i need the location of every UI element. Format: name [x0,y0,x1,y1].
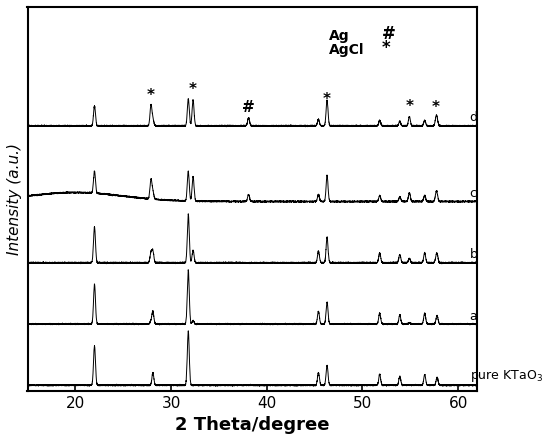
Text: *: * [147,88,155,103]
Text: AgCl: AgCl [329,43,365,57]
Text: *: * [189,82,197,97]
Text: a: a [470,310,477,322]
Text: c: c [470,187,477,200]
Y-axis label: Intensity (a.u.): Intensity (a.u.) [7,143,22,255]
Text: #: # [382,25,395,43]
Text: b: b [470,248,477,262]
Text: pure KTaO$_3$: pure KTaO$_3$ [470,368,543,384]
X-axis label: 2 Theta/degree: 2 Theta/degree [175,416,329,434]
Text: *: * [382,39,390,57]
Text: *: * [405,99,414,114]
Text: Ag: Ag [329,29,350,43]
Text: #: # [242,100,255,115]
Text: *: * [323,92,331,107]
Text: d: d [470,112,477,124]
Text: *: * [432,100,440,115]
